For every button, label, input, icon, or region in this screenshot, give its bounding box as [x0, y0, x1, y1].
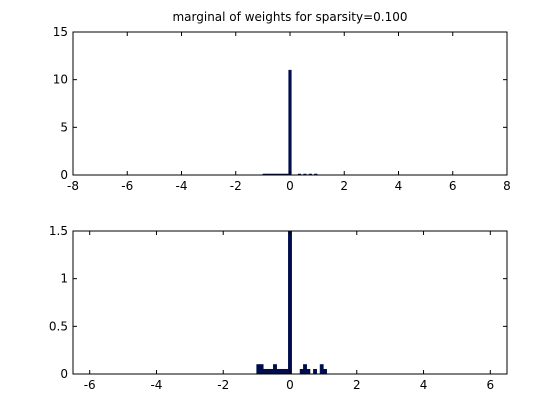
histogram-bar: [269, 368, 274, 375]
x-tick-label: -8: [67, 179, 79, 193]
x-tick-label: -2: [217, 378, 229, 392]
histogram-bar: [319, 364, 324, 375]
x-tick-label: 4: [395, 179, 403, 193]
top-panel: -8 -6 -4 -2 0 2 4 6 8 0 5 10 15 marginal of weights f…: [53, 10, 511, 193]
y-tick-label: 0: [60, 367, 68, 381]
histogram-bar: [259, 364, 264, 375]
y-tick-label: 15: [53, 25, 68, 39]
histogram-bar: [256, 364, 261, 375]
x-tick-label: 0: [286, 179, 294, 193]
histogram-bar: [283, 368, 287, 375]
histogram-bar: [288, 230, 292, 375]
y-tick-label: 0.5: [49, 319, 68, 333]
x-tick-label: 6: [449, 179, 457, 193]
x-tick-label: 2: [340, 179, 348, 193]
x-tick-label: -6: [121, 179, 133, 193]
histogram-bar: [263, 368, 267, 375]
bottom-panel: -6 -4 -2 0 2 4 6 0 0.5 1 1.5: [49, 224, 508, 392]
x-tick-label: -2: [230, 179, 242, 193]
x-tick-label: -6: [84, 378, 96, 392]
chart-title: marginal of weights for sparsity=0.100: [172, 10, 407, 24]
histogram-bar: [276, 368, 281, 375]
histogram-bar: [273, 364, 277, 375]
histogram-bar: [313, 368, 317, 375]
y-tick-label: 5: [60, 120, 68, 134]
x-tick-label: 6: [486, 378, 494, 392]
y-tick-label: 0: [60, 168, 68, 182]
x-tick-label: 8: [503, 179, 511, 193]
x-tick-label: 4: [420, 378, 428, 392]
x-tick-label: -4: [176, 179, 188, 193]
histogram-bar: [303, 364, 307, 375]
y-tick-label: 10: [53, 73, 68, 87]
histogram-bar: [266, 368, 271, 375]
y-tick-label: 1.5: [49, 224, 68, 238]
histogram-bar: [299, 368, 304, 375]
histogram-bar: [279, 368, 284, 375]
histogram-bar: [323, 368, 327, 375]
x-tick-label: 0: [286, 378, 294, 392]
histogram-bar: [288, 69, 292, 176]
histogram-bar: [306, 368, 311, 375]
y-tick-label: 1: [60, 272, 68, 286]
x-tick-label: -4: [150, 378, 162, 392]
x-tick-label: 2: [353, 378, 361, 392]
